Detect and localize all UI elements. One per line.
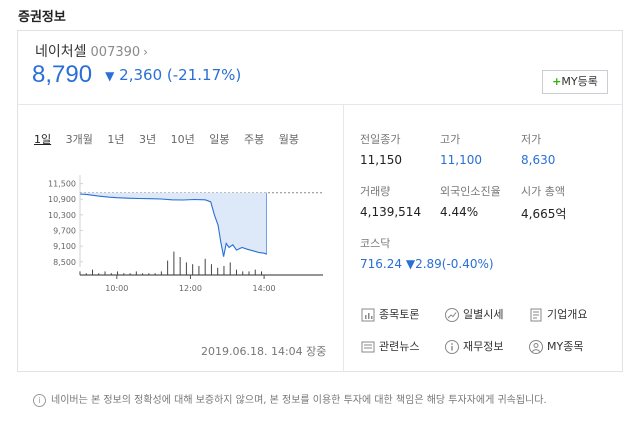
timestamp: 2019.06.18. 14:04 장중 xyxy=(201,345,327,358)
y-tick-label: 10,300 xyxy=(48,211,76,220)
kosdaq-value: 716.24 ▼2.89(-0.40%) xyxy=(360,257,494,271)
stat-value: 4,665억 xyxy=(521,207,567,221)
link-label: 일별시세 xyxy=(463,308,504,321)
stat-prev-close: 전일종가 11,150 xyxy=(360,131,402,167)
link-label: 기업개요 xyxy=(547,308,588,321)
period-tabs: 1일 3개월 1년 3년 10년 일봉 주봉 월봉 xyxy=(34,131,310,147)
newspaper-icon xyxy=(361,341,375,353)
x-tick-label: 12:00 xyxy=(179,284,202,293)
intraday-chart[interactable]: 11,500 10,900 10,300 9,700 9,100 8,500 10:00 12… xyxy=(18,155,340,325)
my-register-button[interactable]: +MY등록 xyxy=(542,70,608,94)
stock-code: 007390 xyxy=(90,45,141,60)
stat-label: 고가 xyxy=(440,133,461,146)
document-icon xyxy=(530,308,542,322)
stock-name[interactable]: 네이처셀 xyxy=(35,44,87,60)
company-overview-link[interactable]: 기업개요 xyxy=(528,306,587,323)
stat-label: 거래량 xyxy=(360,185,391,198)
tab-1y[interactable]: 1년 xyxy=(107,133,125,146)
tab-3m[interactable]: 3개월 xyxy=(65,133,93,146)
stat-value: 4.44% xyxy=(440,205,479,219)
tab-monthly-candle[interactable]: 월봉 xyxy=(278,133,299,146)
news-link[interactable]: 관련뉴스 xyxy=(360,338,419,355)
plus-icon: + xyxy=(552,75,562,88)
forum-link[interactable]: 종목토론 xyxy=(360,306,419,323)
price-row: 8,790 ▼ 2,360 (-21.17%) xyxy=(32,61,241,89)
stat-market-cap: 시가 총액 4,665억 xyxy=(521,183,566,222)
tab-daily-candle[interactable]: 일봉 xyxy=(209,133,230,146)
y-tick-label: 9,100 xyxy=(53,242,76,251)
price-line xyxy=(79,193,267,257)
section-title: 증권정보 xyxy=(18,10,66,25)
change-value: 2,360 xyxy=(119,66,163,84)
y-tick-label: 10,900 xyxy=(48,195,76,204)
stat-label: 시가 총액 xyxy=(521,185,565,198)
stat-kosdaq[interactable]: 코스닥 716.24 ▼2.89(-0.40%) xyxy=(360,235,494,271)
x-tick-label: 14:00 xyxy=(253,284,276,293)
chevron-right-icon: › xyxy=(143,45,148,59)
current-price: 8,790 xyxy=(32,61,93,88)
user-circle-icon xyxy=(529,340,543,354)
tab-3y[interactable]: 3년 xyxy=(139,133,157,146)
stat-label: 외국인소진율 xyxy=(440,185,501,198)
stat-label: 전일종가 xyxy=(360,133,401,146)
y-tick-label: 9,700 xyxy=(53,227,76,236)
trend-circle-icon xyxy=(445,308,459,322)
y-tick-label: 8,500 xyxy=(53,258,76,267)
down-arrow-icon: ▼ xyxy=(405,257,416,271)
tab-1d[interactable]: 1일 xyxy=(34,133,52,146)
y-tick-label: 11,500 xyxy=(48,180,76,189)
disclaimer-text: 네이버는 본 정보의 정확성에 대해 보증하지 않으며, 본 정보를 이용한 투… xyxy=(51,395,547,406)
daily-price-link[interactable]: 일별시세 xyxy=(444,306,503,323)
my-stocks-link[interactable]: MY종목 xyxy=(528,338,583,355)
stat-value: 4,139,514 xyxy=(360,205,422,219)
info-circle-icon xyxy=(445,340,459,354)
stat-value: 11,100 xyxy=(440,153,482,167)
stat-label: 코스닥 xyxy=(360,237,391,250)
divider xyxy=(343,104,344,372)
stat-volume: 거래량 4,139,514 xyxy=(360,183,421,219)
index-value: 716.24 xyxy=(360,257,402,271)
tab-10y[interactable]: 10년 xyxy=(170,133,195,146)
financial-link[interactable]: 재무정보 xyxy=(444,338,503,355)
down-arrow-icon: ▼ xyxy=(105,69,115,83)
my-register-label: MY등록 xyxy=(561,75,598,88)
x-tick-label: 10:00 xyxy=(105,284,128,293)
stat-value: 11,150 xyxy=(360,153,402,167)
stock-name-link[interactable]: 네이처셀 007390 › xyxy=(35,41,148,61)
price-change: ▼ 2,360 (-21.17%) xyxy=(105,66,241,84)
stat-high: 고가 11,100 xyxy=(440,131,482,167)
chart-area xyxy=(80,192,267,257)
stat-label: 저가 xyxy=(521,133,542,146)
stock-card: 네이처셀 007390 › 8,790 ▼ 2,360 (-21.17%) +MY등… xyxy=(17,30,623,372)
index-change: 2.89 xyxy=(415,257,442,271)
link-label: 종목토론 xyxy=(379,308,420,321)
change-percent: (-21.17%) xyxy=(166,66,242,84)
stat-value: 8,630 xyxy=(521,153,556,167)
tab-weekly-candle[interactable]: 주봉 xyxy=(244,133,265,146)
index-percent: (-0.40%) xyxy=(441,257,494,271)
link-label: 관련뉴스 xyxy=(379,340,420,353)
divider xyxy=(18,104,622,105)
chart-bar-icon xyxy=(361,308,375,322)
link-label: 재무정보 xyxy=(463,340,504,353)
disclaimer: i 네이버는 본 정보의 정확성에 대해 보증하지 않으며, 본 정보를 이용한 … xyxy=(33,391,547,407)
stat-foreign-ratio: 외국인소진율 4.44% xyxy=(440,183,501,219)
info-icon: i xyxy=(33,393,46,407)
link-label: MY종목 xyxy=(547,340,584,353)
stat-low: 저가 8,630 xyxy=(521,131,555,167)
